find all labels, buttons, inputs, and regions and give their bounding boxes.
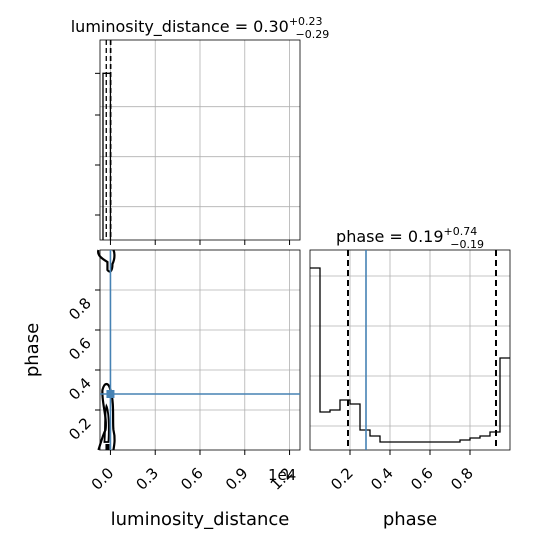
x-tick-labels: 0.2 0.4 0.6 0.8 <box>327 464 477 494</box>
phase-histogram-panel: phase = 0.19+0.74 −0.19 0.2 0.4 0.6 0.8 phas… <box>309 225 511 530</box>
histogram-step <box>310 267 510 443</box>
tick-marks <box>349 450 471 455</box>
x-tick-label: 0.6 <box>177 464 207 494</box>
luminosity-distance-histogram-panel: luminosity_distance = 0.30+0.23 −0.29 <box>71 15 330 245</box>
x-axis-label-phase: phase <box>383 509 437 530</box>
contour-panel: 0.0 0.3 0.6 0.9 1.2 0.20.40.60.8 1e4 luminos… <box>22 249 301 530</box>
y-tick-labels: 0.2 0.4 0.6 0.8 <box>65 294 95 444</box>
x-tick-label: 0.6 <box>407 464 437 494</box>
grid <box>100 40 300 240</box>
histogram-marks <box>102 40 112 240</box>
x-tick-labels: 0.0 0.3 0.6 0.9 1.2 <box>88 464 297 494</box>
x-tick-label: 0.0 <box>88 464 118 494</box>
y-tick-label: 0.2 <box>65 414 95 444</box>
grid <box>310 250 510 450</box>
x-tick-label: 0.3 <box>132 464 162 494</box>
grid <box>100 250 300 450</box>
x-tick-label: 0.9 <box>222 464 252 494</box>
histogram-marks <box>310 250 510 450</box>
truth-marker <box>106 390 115 398</box>
tick-marks <box>95 72 291 245</box>
tick-marks <box>95 289 291 455</box>
panel-frame <box>309 249 511 451</box>
chart-title-phase: phase = 0.19+0.74 −0.19 <box>336 225 484 251</box>
contour-marks <box>97 249 300 451</box>
y-tick-label: 0.4 <box>65 374 95 404</box>
y-tick-label: 0.8 <box>65 294 95 324</box>
x-tick-label: 0.4 <box>367 464 397 494</box>
contour-line <box>97 249 116 273</box>
contour-line <box>103 403 110 443</box>
chart-title-luminosity-distance: luminosity_distance = 0.30+0.23 −0.29 <box>71 15 330 41</box>
x-axis-label-luminosity-distance: luminosity_distance <box>111 509 290 530</box>
y-tick-label: 0.6 <box>65 334 95 364</box>
x-offset-label: 1e4 <box>268 466 296 484</box>
x-tick-label: 0.2 <box>327 464 357 494</box>
density-block <box>105 444 110 450</box>
y-axis-label-phase: phase <box>22 323 43 377</box>
x-tick-label: 0.8 <box>447 464 477 494</box>
